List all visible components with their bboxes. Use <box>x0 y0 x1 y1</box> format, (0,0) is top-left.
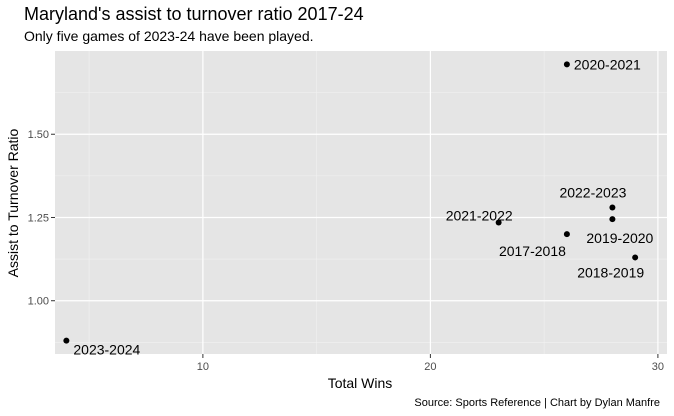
point-label: 2019-2020 <box>586 230 653 246</box>
data-point <box>563 61 570 68</box>
point-label: 2021-2022 <box>446 207 513 223</box>
chart-subtitle: Only five games of 2023-24 have been pla… <box>24 28 314 44</box>
data-point <box>609 204 616 211</box>
point-labels: 2017-2018 2018-2019 2019-2020 2020-2021 2021… <box>73 56 653 357</box>
plot-panel <box>55 51 667 354</box>
data-point <box>495 219 502 226</box>
y-axis-label: Assist to Turnover Ratio <box>5 128 21 277</box>
y-tick-label: 1.00 <box>28 296 49 308</box>
chart-title: Maryland's assist to turnover ratio 2017… <box>24 4 364 24</box>
point-label: 2020-2021 <box>574 56 641 72</box>
x-tick-label: 20 <box>424 361 436 373</box>
x-tick-label: 30 <box>652 361 664 373</box>
x-tick-label: 10 <box>197 361 209 373</box>
y-tick-label: 1.25 <box>28 212 49 224</box>
grid-lines <box>55 51 667 354</box>
axes: 10 20 30 1.00 1.25 1.50 <box>28 129 664 373</box>
data-point <box>609 216 616 223</box>
point-label: 2022-2023 <box>559 184 626 200</box>
panel-background <box>55 51 667 354</box>
data-point <box>632 254 639 261</box>
data-point <box>63 337 70 344</box>
chart-caption: Source: Sports Reference | Chart by Dyla… <box>414 397 660 409</box>
point-label: 2017-2018 <box>499 243 566 259</box>
point-label: 2023-2024 <box>73 342 140 358</box>
point-label: 2018-2019 <box>577 264 644 280</box>
data-point <box>563 231 570 238</box>
y-tick-label: 1.50 <box>28 129 49 141</box>
x-axis-label: Total Wins <box>328 375 393 391</box>
data-points <box>63 61 639 344</box>
